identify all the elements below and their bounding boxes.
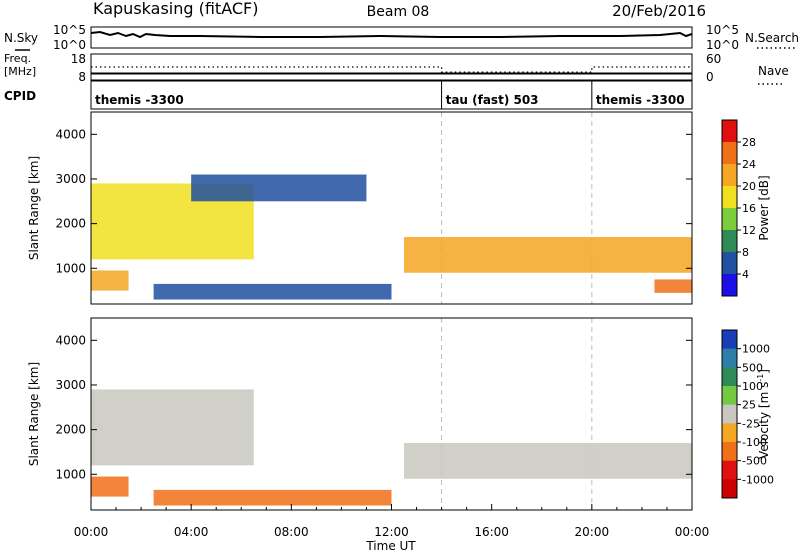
power-colorbar-segment bbox=[722, 186, 737, 209]
velocity-echo-region bbox=[91, 476, 129, 497]
velocity-colorbar-label-end: ] bbox=[757, 369, 771, 374]
power-colorbar-tick-label: 28 bbox=[742, 136, 756, 149]
velocity-ylabel: Slant Range [km] bbox=[27, 362, 41, 466]
velocity-colorbar-segment bbox=[722, 330, 737, 350]
velocity-colorbar-segment bbox=[722, 404, 737, 424]
station-title: Kapuskasing (fitACF) bbox=[93, 0, 258, 18]
velocity-colorbar-tick-label: -25 bbox=[742, 417, 760, 430]
x-tick-label: 00:00 bbox=[74, 525, 109, 539]
velocity-colorbar-label-main: Velocity [m s bbox=[757, 382, 771, 459]
power-colorbar-tick-label: 16 bbox=[742, 202, 756, 215]
velocity-colorbar-label: Velocity [m s-1] bbox=[756, 369, 771, 459]
freq-label-line2: [MHz] bbox=[4, 65, 36, 78]
velocity-colorbar-tick-label: 25 bbox=[742, 399, 756, 412]
velocity-echo-region bbox=[153, 489, 392, 506]
power-colorbar-label: Power [dB] bbox=[757, 175, 771, 240]
velocity-colorbar-tick-label: -500 bbox=[742, 455, 767, 468]
nave-tick-top: 60 bbox=[706, 52, 721, 66]
x-tick-label: 04:00 bbox=[174, 525, 209, 539]
noise-panel: N.Sky 10^5 10^0 10^5 10^0 N.Search bbox=[4, 23, 799, 52]
cpid-segment-label: tau (fast) 503 bbox=[446, 93, 539, 107]
power-echo-region bbox=[153, 283, 392, 300]
velocity-colorbar-frame bbox=[721, 329, 738, 499]
velocity-colorbar-tick-label: 500 bbox=[742, 361, 763, 374]
freq-label-line1: Freq. bbox=[4, 52, 31, 65]
power-ytick-label: 2000 bbox=[55, 217, 86, 231]
power-colorbar-tick-label: 4 bbox=[742, 268, 749, 281]
velocity-colorbar-segment bbox=[722, 367, 737, 387]
velocity-colorbar-tick-label: 1000 bbox=[742, 343, 770, 356]
x-tick-label: 00:00 bbox=[675, 525, 710, 539]
velocity-colorbar-label-sup: -1 bbox=[756, 374, 765, 382]
power-colorbar-tick-label: 20 bbox=[742, 180, 756, 193]
x-tick-label: 16:00 bbox=[474, 525, 509, 539]
noise-right-tick-top: 10^5 bbox=[706, 23, 739, 37]
nave-tick-bottom: 0 bbox=[706, 70, 714, 84]
velocity-colorbar-segment bbox=[722, 348, 737, 368]
cpid-panel: CPID themis -3300 tau (fast) 503 themis -3… bbox=[4, 80, 693, 110]
velocity-panel: 1000 2000 3000 4000 Slant Range [km] 1000 50… bbox=[27, 317, 774, 553]
velocity-colorbar-segment bbox=[722, 442, 737, 462]
noise-left-tick-bottom: 10^0 bbox=[53, 38, 86, 52]
frequency-panel: Freq. [MHz] 18 8 60 0 Nave bbox=[4, 52, 789, 85]
freq-tick-top: 18 bbox=[71, 52, 86, 66]
noise-right-label: N.Search bbox=[745, 31, 799, 45]
power-colorbar-segment bbox=[722, 164, 737, 187]
x-tick-label: 20:00 bbox=[575, 525, 610, 539]
velocity-colorbar-segment bbox=[722, 423, 737, 443]
cpid-label: CPID bbox=[4, 89, 36, 103]
velocity-ytick-label: 2000 bbox=[55, 423, 86, 437]
power-ytick-label: 4000 bbox=[55, 127, 86, 141]
velocity-colorbar-segment bbox=[722, 460, 737, 480]
power-echo-region bbox=[191, 174, 367, 202]
power-colorbar-segment bbox=[722, 274, 737, 297]
power-colorbar-segment bbox=[722, 142, 737, 165]
velocity-ytick-label: 1000 bbox=[55, 467, 86, 481]
power-ytick-label: 3000 bbox=[55, 172, 86, 186]
power-colorbar-tick-label: 12 bbox=[742, 224, 756, 237]
velocity-colorbar-tick-label: 100 bbox=[742, 380, 763, 393]
power-colorbar-segment bbox=[722, 252, 737, 275]
velocity-colorbar-segment bbox=[722, 386, 737, 406]
velocity-echo-region bbox=[404, 443, 692, 479]
power-colorbar-tick-label: 24 bbox=[742, 158, 756, 171]
freq-tick-bottom: 8 bbox=[78, 70, 86, 84]
power-colorbar-tick-label: 8 bbox=[742, 246, 749, 259]
cpid-segment-label: themis -3300 bbox=[95, 93, 184, 107]
power-colorbar-segment bbox=[722, 208, 737, 231]
velocity-echo-region bbox=[91, 389, 254, 466]
noise-sky-series bbox=[90, 30, 693, 39]
nave-series bbox=[91, 66, 692, 73]
noise-right-tick-bottom: 10^0 bbox=[706, 38, 739, 52]
nave-label: Nave bbox=[758, 64, 789, 78]
power-echo-region bbox=[654, 279, 692, 293]
velocity-colorbar-tick-label: -1000 bbox=[742, 473, 774, 486]
power-colorbar-segment bbox=[722, 120, 737, 143]
velocity-ytick-label: 3000 bbox=[55, 378, 86, 392]
power-echo-region bbox=[91, 270, 129, 291]
noise-left-tick-top: 10^5 bbox=[53, 23, 86, 37]
beam-title: Beam 08 bbox=[367, 4, 430, 20]
cpid-segment-label: themis -3300 bbox=[596, 93, 685, 107]
date-title: 20/Feb/2016 bbox=[612, 2, 706, 20]
power-echo-region bbox=[404, 237, 692, 273]
x-tick-label: 08:00 bbox=[274, 525, 309, 539]
velocity-colorbar-segment bbox=[722, 479, 737, 499]
x-tick-label: 12:00 bbox=[374, 525, 409, 539]
x-axis-label: Time UT bbox=[365, 539, 416, 553]
power-ylabel: Slant Range [km] bbox=[27, 156, 41, 260]
power-colorbar-segment bbox=[722, 230, 737, 253]
power-ytick-label: 1000 bbox=[55, 261, 86, 275]
power-panel: 1000 2000 3000 4000 Slant Range [km] 4 8 12 16… bbox=[27, 111, 771, 305]
noise-left-label: N.Sky bbox=[4, 31, 38, 45]
velocity-ytick-label: 4000 bbox=[55, 333, 86, 347]
velocity-colorbar-tick-label: -100 bbox=[742, 436, 767, 449]
